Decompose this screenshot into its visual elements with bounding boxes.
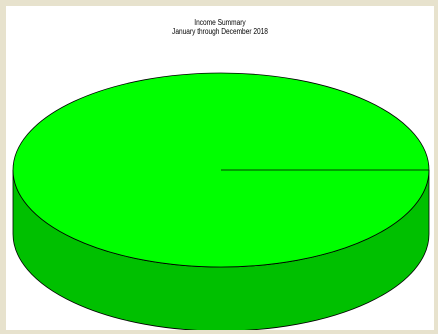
chart-panel: Income Summary January through December … <box>6 6 434 330</box>
chart-title: Income Summary <box>194 18 246 27</box>
chart-subtitle: January through December 2018 <box>172 27 268 36</box>
pie-chart <box>12 72 430 330</box>
